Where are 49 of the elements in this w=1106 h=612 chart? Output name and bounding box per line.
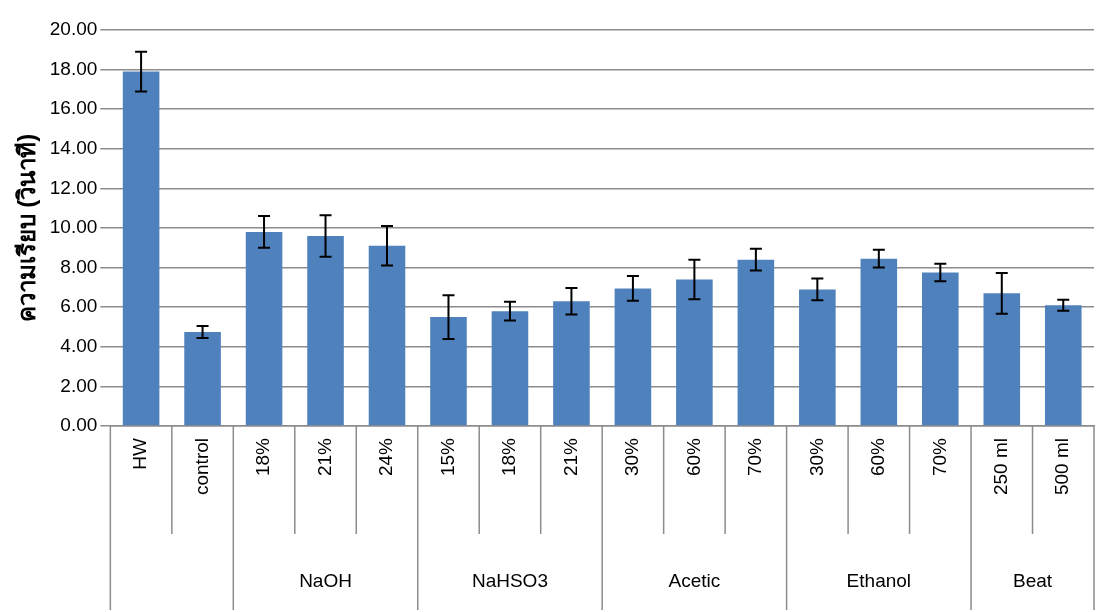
x-tick-label: 250 ml: [990, 438, 1012, 496]
x-tick-label: 30%: [805, 437, 827, 477]
x-tick-label: 18%: [252, 437, 274, 477]
x-tick-label: 60%: [682, 437, 704, 477]
bar: [430, 317, 467, 426]
text: Beat: [1012, 570, 1053, 592]
x-tick-label: 21%: [559, 437, 581, 477]
bar: [799, 289, 836, 426]
y-axis-title: ความเรียบ (วินาที): [13, 133, 41, 323]
text: Ethanol: [846, 570, 912, 592]
bar: [922, 272, 959, 426]
bar: [307, 235, 344, 426]
x-tick-label: 70%: [928, 437, 950, 477]
x-tick-label: control: [190, 438, 212, 496]
bar: [983, 293, 1021, 426]
y-tick-label: 14.00: [49, 137, 98, 159]
y-tick-label: 4.00: [60, 335, 98, 357]
y-tick-label: 8.00: [60, 255, 98, 277]
y-tick-label: 16.00: [49, 97, 98, 119]
x-tick-label: 15%: [436, 437, 458, 477]
text: Acetic: [668, 570, 721, 592]
x-tick-label: 70%: [744, 437, 766, 477]
bar: [1044, 305, 1082, 426]
bar: [676, 279, 713, 426]
y-tick-label: 20.00: [49, 18, 98, 40]
bar: [491, 311, 529, 426]
y-tick-label: 0.00: [60, 414, 98, 436]
bar: [553, 301, 590, 426]
bar: [737, 259, 775, 426]
bar: [368, 245, 406, 426]
bar: [860, 258, 898, 426]
bar: [122, 71, 160, 426]
x-tick-label: 21%: [313, 437, 335, 477]
x-tick-label: 30%: [621, 437, 643, 477]
y-tick-label: 18.00: [49, 57, 98, 79]
bar: [184, 331, 221, 426]
y-tick-label: 2.00: [60, 374, 98, 396]
text: NaOH: [299, 570, 352, 592]
x-tick-label: HW: [129, 437, 151, 470]
x-tick-label: 500 ml: [1051, 438, 1073, 496]
text: NaHSO3: [471, 570, 548, 592]
x-tick-label: 18%: [498, 437, 520, 477]
x-tick-label: 60%: [867, 437, 889, 477]
x-tick-label: 24%: [375, 437, 397, 477]
y-tick-label: 10.00: [49, 216, 98, 238]
y-tick-label: 12.00: [49, 176, 98, 198]
y-tick-label: 6.00: [60, 295, 98, 317]
bar: [614, 288, 652, 426]
bar: [245, 231, 283, 426]
